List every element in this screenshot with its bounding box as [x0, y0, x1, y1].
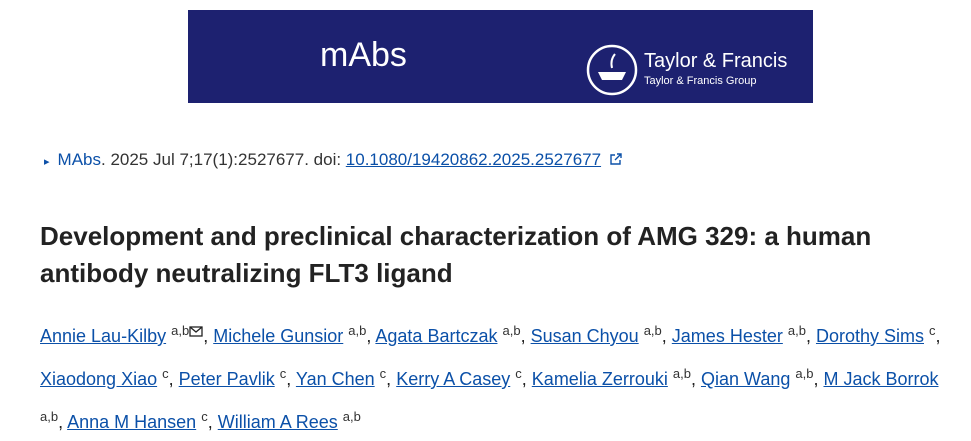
publisher-name: Taylor & Francis — [644, 50, 787, 72]
author-affiliation: a,b — [672, 366, 691, 381]
author-separator: , — [168, 369, 174, 389]
author-affiliation: c — [929, 323, 936, 338]
journal-banner[interactable]: mAbs Taylor & Francis Taylor & Francis G… — [188, 10, 813, 103]
author-link[interactable]: Dorothy Sims — [815, 326, 924, 346]
author-link[interactable]: Kamelia Zerrouki — [531, 369, 668, 389]
author-separator: , — [690, 369, 696, 389]
author-affiliation: a,b — [171, 323, 190, 338]
author-separator: , — [366, 326, 372, 346]
logo-lamp — [598, 72, 626, 80]
expand-arrow[interactable]: ▸ — [44, 156, 50, 168]
author-separator: , — [286, 369, 292, 389]
author-affiliation: c — [379, 366, 387, 381]
publisher-logo — [586, 44, 638, 96]
author-link[interactable]: Michele Gunsior — [213, 326, 344, 346]
author-link[interactable]: James Hester — [671, 326, 783, 346]
author-list: Annie Lau-Kilby a,b, Michele Gunsior a,b… — [40, 312, 965, 441]
author-link[interactable]: Annie Lau-Kilby — [40, 326, 167, 346]
author-link[interactable]: William A Rees — [217, 412, 338, 432]
author-link[interactable]: Agata Bartczak — [375, 326, 498, 346]
author-separator: , — [203, 326, 209, 346]
author-affiliation: c — [162, 366, 169, 381]
author-affiliation: a,b — [342, 409, 361, 424]
author-separator: , — [661, 326, 667, 346]
banner-graphics: mAbs Taylor & Francis Taylor & Francis G… — [320, 36, 787, 96]
author-link[interactable]: Anna M Hansen — [67, 412, 197, 432]
doi-link[interactable]: 10.1080/19420862.2025.2527677 — [345, 150, 602, 169]
author-affiliation: c — [515, 366, 522, 381]
author-link[interactable]: Susan Chyou — [530, 326, 639, 346]
author-separator: , — [58, 412, 64, 432]
author-affiliation: c — [201, 409, 208, 424]
author-link[interactable]: Xiaodong Xiao — [40, 369, 158, 389]
author-affiliation: a,b — [643, 323, 662, 338]
author-link[interactable]: Qian Wang — [700, 369, 791, 389]
author-link[interactable]: Kerry A Casey — [396, 369, 511, 389]
author-separator: , — [207, 412, 213, 432]
publisher-group: Taylor & Francis Group — [644, 75, 756, 87]
author-separator: , — [386, 369, 392, 389]
citation: ▸ MAbs. 2025 Jul 7;17(1):2527677. doi: 10… — [44, 150, 622, 170]
author-affiliation: c — [279, 366, 287, 381]
author-separator: , — [805, 326, 811, 346]
author-separator: , — [521, 369, 527, 389]
author-affiliation: a,b — [795, 366, 814, 381]
logo-flame — [610, 53, 616, 69]
author-affiliation: a,b — [348, 323, 367, 338]
author-separator: , — [813, 369, 819, 389]
author-link[interactable]: M Jack Borrok — [823, 369, 939, 389]
article-title: Development and preclinical characteriza… — [40, 221, 872, 288]
journal-link[interactable]: MAbs — [57, 150, 101, 169]
email-icon[interactable] — [189, 326, 203, 337]
author-separator: , — [520, 326, 526, 346]
author-affiliation: a,b — [502, 323, 521, 338]
author-affiliation: a,b — [40, 409, 59, 424]
citation-details: . 2025 Jul 7;17(1):2527677. doi: — [101, 150, 346, 169]
external-link-icon — [610, 153, 622, 165]
author-link[interactable]: Peter Pavlik — [178, 369, 275, 389]
journal-name: mAbs — [320, 36, 407, 74]
author-link[interactable]: Yan Chen — [295, 369, 375, 389]
author-affiliation: a,b — [787, 323, 806, 338]
author-separator: , — [935, 326, 941, 346]
